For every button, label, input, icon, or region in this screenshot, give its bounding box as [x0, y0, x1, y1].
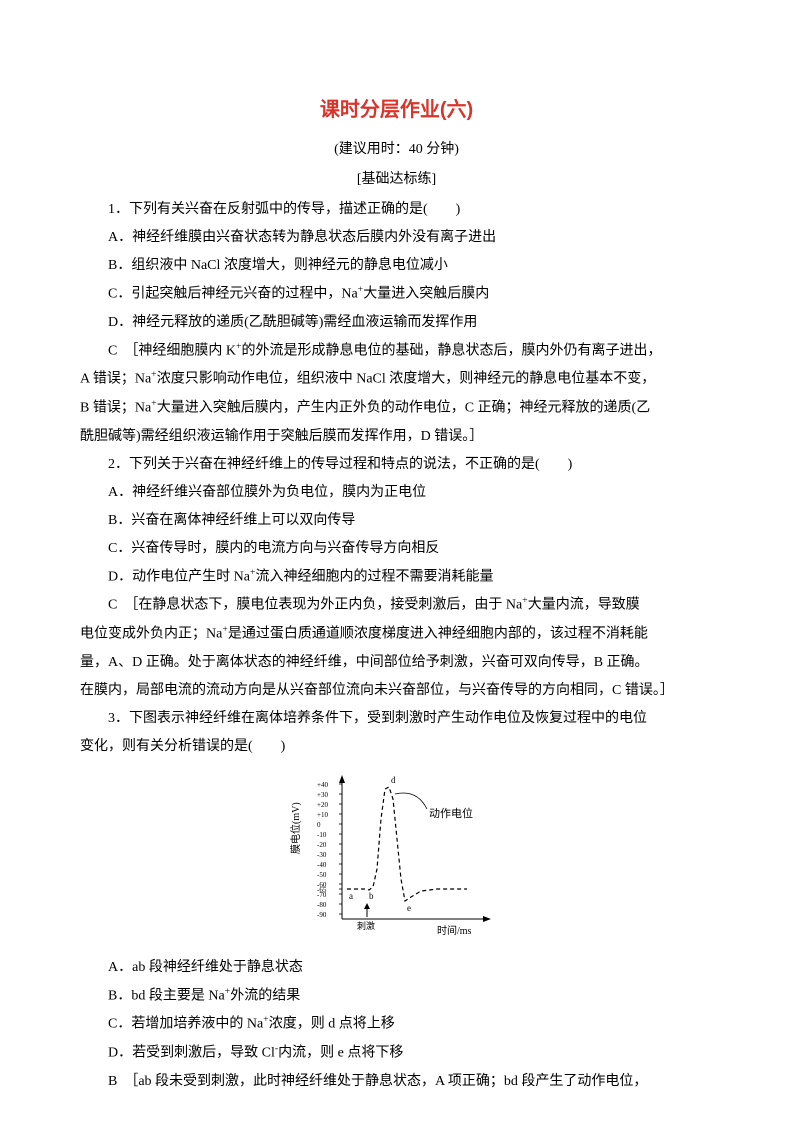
q3-stem-line2: 变化，则有关分析错误的是( ) — [80, 733, 713, 761]
svg-text:+30: +30 — [317, 791, 328, 799]
q1-option-d: D．神经元释放的递质(乙酰胆碱等)需经血液运输而发挥作用 — [80, 309, 713, 337]
q3-option-c: C．若增加培养液中的 Na+浓度，则 d 点将上移 — [80, 1010, 713, 1039]
q3-b-post: 外流的结果 — [230, 988, 300, 1003]
q1-option-a: A．神经纤维膜由兴奋状态转为静息状态后膜内外没有离子进出 — [80, 224, 713, 252]
action-potential-chart: +40+30+20+100-10-20-30-40-50-60-65-70-80… — [287, 769, 507, 939]
stim-label: 刺激 — [357, 920, 375, 931]
ap-label: 动作电位 — [429, 806, 473, 820]
q1-explain-line4: 酰胆碱等)需经组织液运输作用于突触后膜而发挥作用，D 错误。］ — [80, 423, 713, 451]
q2-explain-line2: 电位变成外负内正；Na+是通过蛋白质通道顺浓度梯度进入神经细胞内部的，该过程不消… — [80, 620, 713, 649]
q2-option-a: A．神经纤维兴奋部位膜外为负电位，膜内为正电位 — [80, 479, 713, 507]
q2-stem: 2．下列关于兴奋在神经纤维上的传导过程和特点的说法，不正确的是( ) — [80, 451, 713, 479]
q3-figure: +40+30+20+100-10-20-30-40-50-60-65-70-80… — [80, 769, 713, 950]
pt-e: e — [407, 903, 411, 913]
q3-b-pre: B．bd 段主要是 Na — [108, 988, 225, 1003]
time-hint: (建议用时：40 分钟) — [80, 136, 713, 164]
q3-d-pre: D．若受到刺激后，导致 Cl — [108, 1046, 275, 1061]
q2-explain-line4: 在膜内，局部电流的流动方向是从兴奋部位流向未兴奋部位，与兴奋传导的方向相同，C … — [80, 677, 713, 705]
q1-exp-3a: B 错误；Na — [80, 401, 151, 416]
svg-text:+40: +40 — [317, 781, 328, 789]
worksheet-page: 课时分层作业(六) (建议用时：40 分钟) [基础达标练] 1．下列有关兴奋在… — [0, 0, 793, 1122]
q2-option-d: D．动作电位产生时 Na+流入神经细胞内的过程不需要消耗能量 — [80, 563, 713, 592]
q3-stem-line1: 3．下图表示神经纤维在离体培养条件下，受到刺激时产生动作电位及恢复过程中的电位 — [80, 705, 713, 733]
q2-option-b: B．兴奋在离体神经纤维上可以双向传导 — [80, 507, 713, 535]
q3-option-d: D．若受到刺激后，导致 Cl-内流，则 e 点将下移 — [80, 1039, 713, 1068]
q2-exp-1a: C ［在静息状态下，膜电位表现为外正内负，接受刺激后，由于 Na — [108, 598, 522, 613]
ylabel: 膜电位(mV) — [289, 802, 302, 854]
q3-c-post: 浓度，则 d 点将上移 — [269, 1017, 395, 1032]
q1-stem: 1．下列有关兴奋在反射弧中的传导，描述正确的是( ) — [80, 196, 713, 224]
svg-text:-70: -70 — [317, 891, 327, 899]
svg-text:-80: -80 — [317, 901, 327, 909]
q1-c-post: 大量进入突触后膜内 — [363, 287, 489, 302]
ap-curve — [347, 787, 467, 901]
q1-exp-2b: 浓度只影响动作电位，组织液中 NaCl 浓度增大，则神经元的静息电位基本不变， — [157, 372, 656, 387]
q1-explain-line1: C ［神经细胞膜内 K+的外流是形成静息电位的基础，静息状态后，膜内外仍有离子进… — [80, 337, 713, 366]
q1-option-c: C．引起突触后神经元兴奋的过程中，Na+大量进入突触后膜内 — [80, 280, 713, 309]
svg-text:-20: -20 — [317, 841, 327, 849]
q2-explain-line1: C ［在静息状态下，膜电位表现为外正内负，接受刺激后，由于 Na+大量内流，导致… — [80, 591, 713, 620]
q3-explain: B ［ab 段未受到刺激，此时神经纤维处于静息状态，A 项正确；bd 段产生了动… — [80, 1068, 713, 1096]
q2-option-c: C．兴奋传导时，膜内的电流方向与兴奋传导方向相反 — [80, 535, 713, 563]
q1-exp-3b: 大量进入突触后膜内，产生内正外负的动作电位，C 正确；神经元释放的递质(乙 — [157, 401, 651, 416]
q2-exp-2a: 电位变成外负内正；Na — [80, 627, 222, 642]
svg-text:-10: -10 — [317, 831, 327, 839]
q1-exp-pre: C ［神经细胞膜内 K — [108, 343, 236, 358]
q2-d-post: 流入神经细胞内的过程不需要消耗能量 — [255, 569, 493, 584]
svg-text:+10: +10 — [317, 811, 328, 819]
svg-text:-40: -40 — [317, 861, 327, 869]
section-label: [基础达标练] — [80, 166, 713, 194]
pt-a: a — [349, 891, 353, 901]
q3-option-a: A．ab 段神经纤维处于静息状态 — [80, 954, 713, 982]
svg-text:-30: -30 — [317, 851, 327, 859]
q1-exp-2a: A 错误；Na — [80, 372, 151, 387]
q1-c-pre: C．引起突触后神经元兴奋的过程中，Na — [108, 287, 358, 302]
q2-exp-2b: 是通过蛋白质通道顺浓度梯度进入神经细胞内部的，该过程不消耗能 — [228, 627, 648, 642]
q2-d-pre: D．动作电位产生时 Na — [108, 569, 250, 584]
svg-text:+20: +20 — [317, 801, 328, 809]
svg-text:-90: -90 — [317, 911, 327, 919]
q1-option-b: B．组织液中 NaCl 浓度增大，则神经元的静息电位减小 — [80, 252, 713, 280]
q3-c-pre: C．若增加培养液中的 Na — [108, 1017, 263, 1032]
q2-explain-line3: 量，A、D 正确。处于离体状态的神经纤维，中间部位给予刺激，兴奋可双向传导，B … — [80, 649, 713, 677]
page-title: 课时分层作业(六) — [80, 90, 713, 130]
pt-b: b — [369, 891, 374, 901]
svg-text:0: 0 — [317, 821, 321, 829]
q1-explain-line2: A 错误；Na+浓度只影响动作电位，组织液中 NaCl 浓度增大，则神经元的静息… — [80, 365, 713, 394]
q3-option-b: B．bd 段主要是 Na+外流的结果 — [80, 982, 713, 1011]
svg-text:-50: -50 — [317, 871, 327, 879]
q3-d-post: 内流，则 e 点将下移 — [278, 1046, 403, 1061]
q2-exp-1b: 大量内流，导致膜 — [528, 598, 640, 613]
q1-exp-1: 的外流是形成静息电位的基础，静息状态后，膜内外仍有离子进出， — [241, 343, 661, 358]
q1-explain-line3: B 错误；Na+大量进入突触后膜内，产生内正外负的动作电位，C 正确；神经元释放… — [80, 394, 713, 423]
xlabel: 时间/ms — [437, 924, 472, 937]
pt-d: d — [391, 775, 396, 785]
